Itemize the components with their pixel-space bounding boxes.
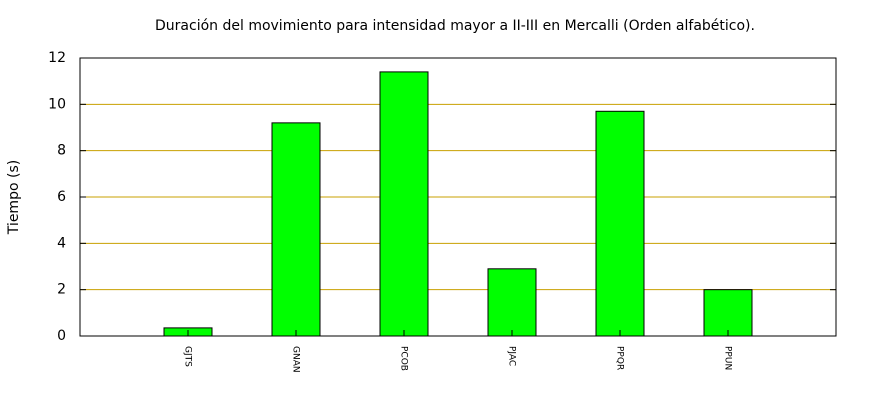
x-tick-label: PCOB [399,346,409,371]
bar [703,289,753,337]
plot-frame [79,57,837,337]
chart-title: Duración del movimiento para intensidad … [155,18,755,34]
x-tick-label: GJTS [183,346,193,367]
x-tick-label: PJAC [507,346,517,366]
y-tick-label: 6 [57,189,66,205]
y-tick-label: 10 [48,96,66,112]
bar [487,268,537,337]
y-tick-label: 8 [57,143,66,159]
y-axis-label: Tiempo (s) [6,160,22,235]
y-tick-label: 4 [57,235,66,251]
y-tick-label: 2 [57,282,66,298]
y-tick-label: 12 [48,50,66,66]
bar [379,71,429,337]
bar [271,122,321,337]
x-tick-label: PPUN [723,346,733,370]
x-tick-label: PPQR [615,346,625,370]
x-tick-label: GNAN [291,346,301,373]
bar [595,110,645,337]
y-tick-label: 0 [57,328,66,344]
